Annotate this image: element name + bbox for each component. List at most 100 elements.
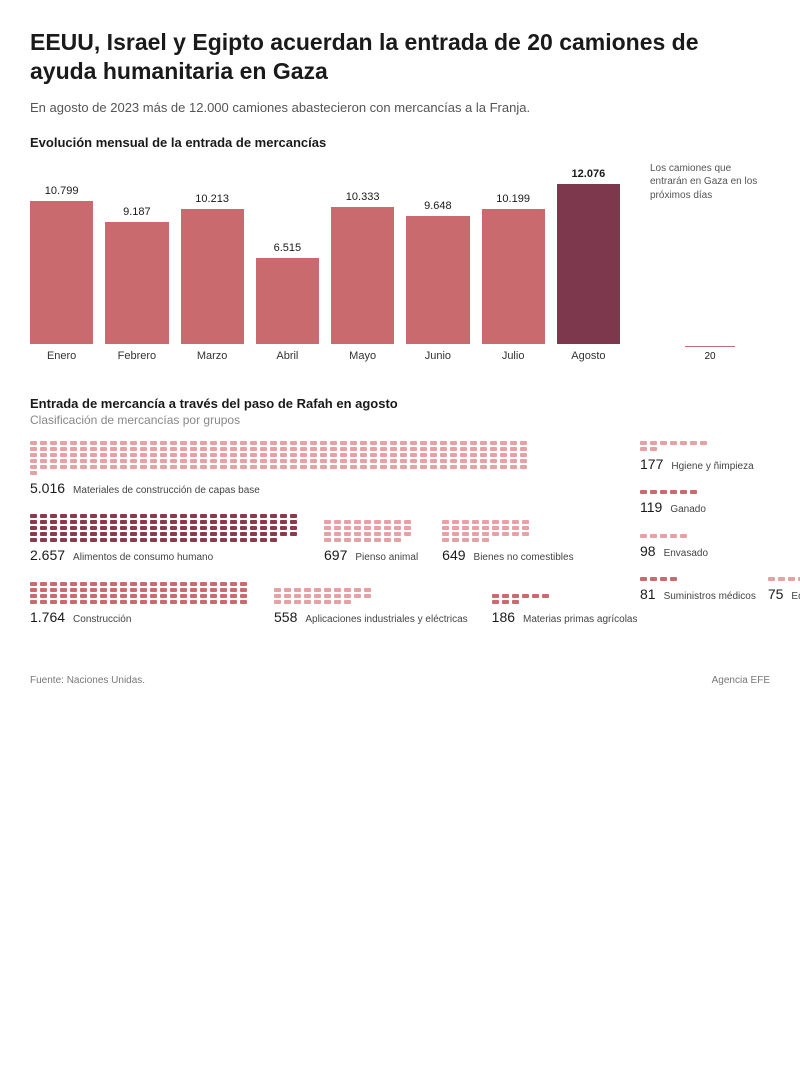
picto-unit (420, 447, 427, 451)
picto-unit (532, 594, 539, 598)
picto-unit (350, 447, 357, 451)
bar (482, 209, 545, 344)
picto-unit (250, 441, 257, 445)
picto-unit (190, 594, 197, 598)
picto-unit (330, 465, 337, 469)
picto-unit (60, 441, 67, 445)
picto-unit (160, 441, 167, 445)
picto-unit (482, 538, 489, 542)
picto-unit (50, 588, 57, 592)
picto-unit (90, 465, 97, 469)
picto-row: 1.764Construcción558Aplicaciones industr… (30, 582, 620, 644)
picto-unit (40, 600, 47, 604)
picto-unit (180, 453, 187, 457)
picto-unit (180, 582, 187, 586)
picto-unit (110, 538, 117, 542)
picto-unit (430, 441, 437, 445)
picto-unit (160, 532, 167, 536)
picto-group-value: 1.764 (30, 609, 65, 625)
picto-unit (40, 594, 47, 598)
picto-unit (260, 520, 267, 524)
picto-unit (640, 441, 647, 445)
picto-unit (270, 526, 277, 530)
picto-unit (364, 538, 371, 542)
picto-unit (270, 520, 277, 524)
picto-unit (230, 594, 237, 598)
picto-group-label: 98Envasado (640, 543, 770, 560)
picto-unit (130, 453, 137, 457)
picto-unit (130, 441, 137, 445)
picto-unit (270, 441, 277, 445)
picto-unit (340, 465, 347, 469)
picto-group-label: 1.764Construcción (30, 609, 250, 626)
picto-unit (150, 520, 157, 524)
picto-unit (160, 594, 167, 598)
picto-unit (230, 520, 237, 524)
bar-column: 12.076Agosto (557, 168, 620, 362)
picto-unit (120, 447, 127, 451)
picto-unit (344, 520, 351, 524)
picto-unit (240, 459, 247, 463)
picto-unit (150, 588, 157, 592)
bar-value-label: 6.515 (274, 242, 302, 254)
picto-unit (472, 538, 479, 542)
picto-unit (30, 588, 37, 592)
picto-unit (220, 594, 227, 598)
picto-unit (270, 459, 277, 463)
picto-unit (334, 594, 341, 598)
picto-unit (330, 459, 337, 463)
picto-unit (60, 526, 67, 530)
picto-unit (260, 441, 267, 445)
picto-unit (30, 447, 37, 451)
picto-unit (240, 600, 247, 604)
picto-unit (230, 453, 237, 457)
picto-unit (190, 441, 197, 445)
picto-unit (130, 447, 137, 451)
picto-unit (110, 447, 117, 451)
picto-unit (374, 538, 381, 542)
picto-unit (150, 582, 157, 586)
picto-unit (230, 582, 237, 586)
picto-unit (320, 465, 327, 469)
picto-row: 2.657Alimentos de consumo humano697Piens… (30, 514, 620, 582)
picto-unit (410, 447, 417, 451)
picto-group-name: Bienes no comestibles (474, 552, 574, 564)
picto-unit (180, 600, 187, 604)
picto-unit (180, 465, 187, 469)
picto-group-name: Ganado (670, 504, 706, 516)
picto-unit (364, 520, 371, 524)
picto-unit (230, 459, 237, 463)
picto-unit (340, 453, 347, 457)
picto-unit (380, 441, 387, 445)
picto-unit (170, 441, 177, 445)
picto-unit (70, 465, 77, 469)
picto-unit (344, 600, 351, 604)
picto-unit (70, 520, 77, 524)
picto-unit (120, 520, 127, 524)
picto-unit (240, 465, 247, 469)
picto-unit (100, 588, 107, 592)
picto-unit (360, 447, 367, 451)
picto-unit (120, 526, 127, 530)
picto-unit (502, 532, 509, 536)
picto-unit (90, 441, 97, 445)
picto-unit (80, 538, 87, 542)
picto-unit (670, 534, 677, 538)
picto-unit (70, 532, 77, 536)
picto-unit (80, 447, 87, 451)
picto-group: 75Educación y papelería (768, 577, 800, 603)
picto-unit (220, 453, 227, 457)
picto-unit (160, 582, 167, 586)
picto-unit (290, 459, 297, 463)
picto-unit (300, 441, 307, 445)
picto-unit (130, 594, 137, 598)
picto-unit (290, 526, 297, 530)
picto-unit (370, 453, 377, 457)
picto-unit (150, 459, 157, 463)
picto-unit (190, 447, 197, 451)
picto-group-name: Materias primas agrícolas (523, 614, 637, 626)
bar-column: 10.799Enero (30, 185, 93, 362)
picto-unit (180, 520, 187, 524)
picto-unit (482, 526, 489, 530)
picto-unit (50, 532, 57, 536)
